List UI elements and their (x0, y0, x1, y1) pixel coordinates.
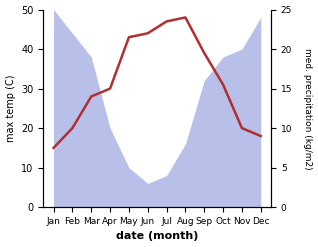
X-axis label: date (month): date (month) (116, 231, 198, 242)
Y-axis label: med. precipitation (kg/m2): med. precipitation (kg/m2) (303, 48, 313, 169)
Y-axis label: max temp (C): max temp (C) (5, 75, 16, 142)
